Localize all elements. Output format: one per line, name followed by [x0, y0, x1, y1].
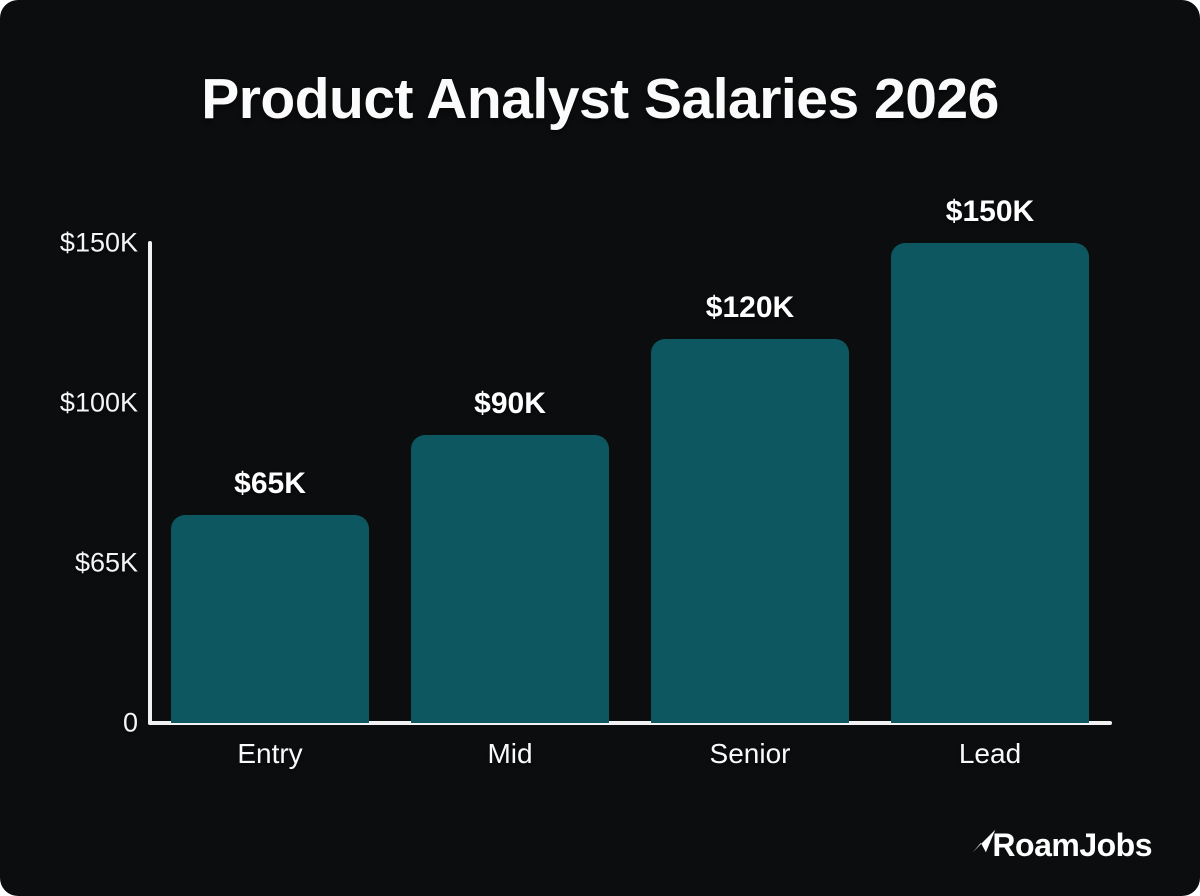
y-axis-tick-label: $65K [74, 547, 138, 578]
bar-value-label: $150K [945, 195, 1035, 228]
arrow-up-right-icon [973, 829, 996, 852]
chart-title: Product Analyst Salaries 2026 [201, 67, 999, 131]
y-axis-tick-label: $100K [59, 387, 138, 418]
bar-lead [891, 243, 1089, 723]
bar-entry [171, 515, 369, 723]
brand-logo: RoamJobs [969, 827, 1152, 864]
y-axis-line [148, 241, 152, 725]
y-axis-tick-label: $150K [59, 227, 138, 258]
x-axis-line [148, 721, 1112, 725]
brand-name: RoamJobs [992, 827, 1152, 863]
bar-mid [411, 435, 609, 723]
bar-senior [651, 339, 849, 723]
x-axis-category-label: Lead [958, 738, 1022, 769]
bar-value-label: $120K [705, 291, 795, 324]
x-axis-category-label: Mid [487, 738, 533, 769]
bar-value-label: $90K [474, 387, 546, 420]
x-axis-category-label: Entry [237, 738, 303, 769]
bar-value-label: $65K [234, 467, 306, 500]
y-axis-tick-label: 0 [122, 707, 138, 738]
x-axis-category-label: Senior [709, 738, 791, 769]
